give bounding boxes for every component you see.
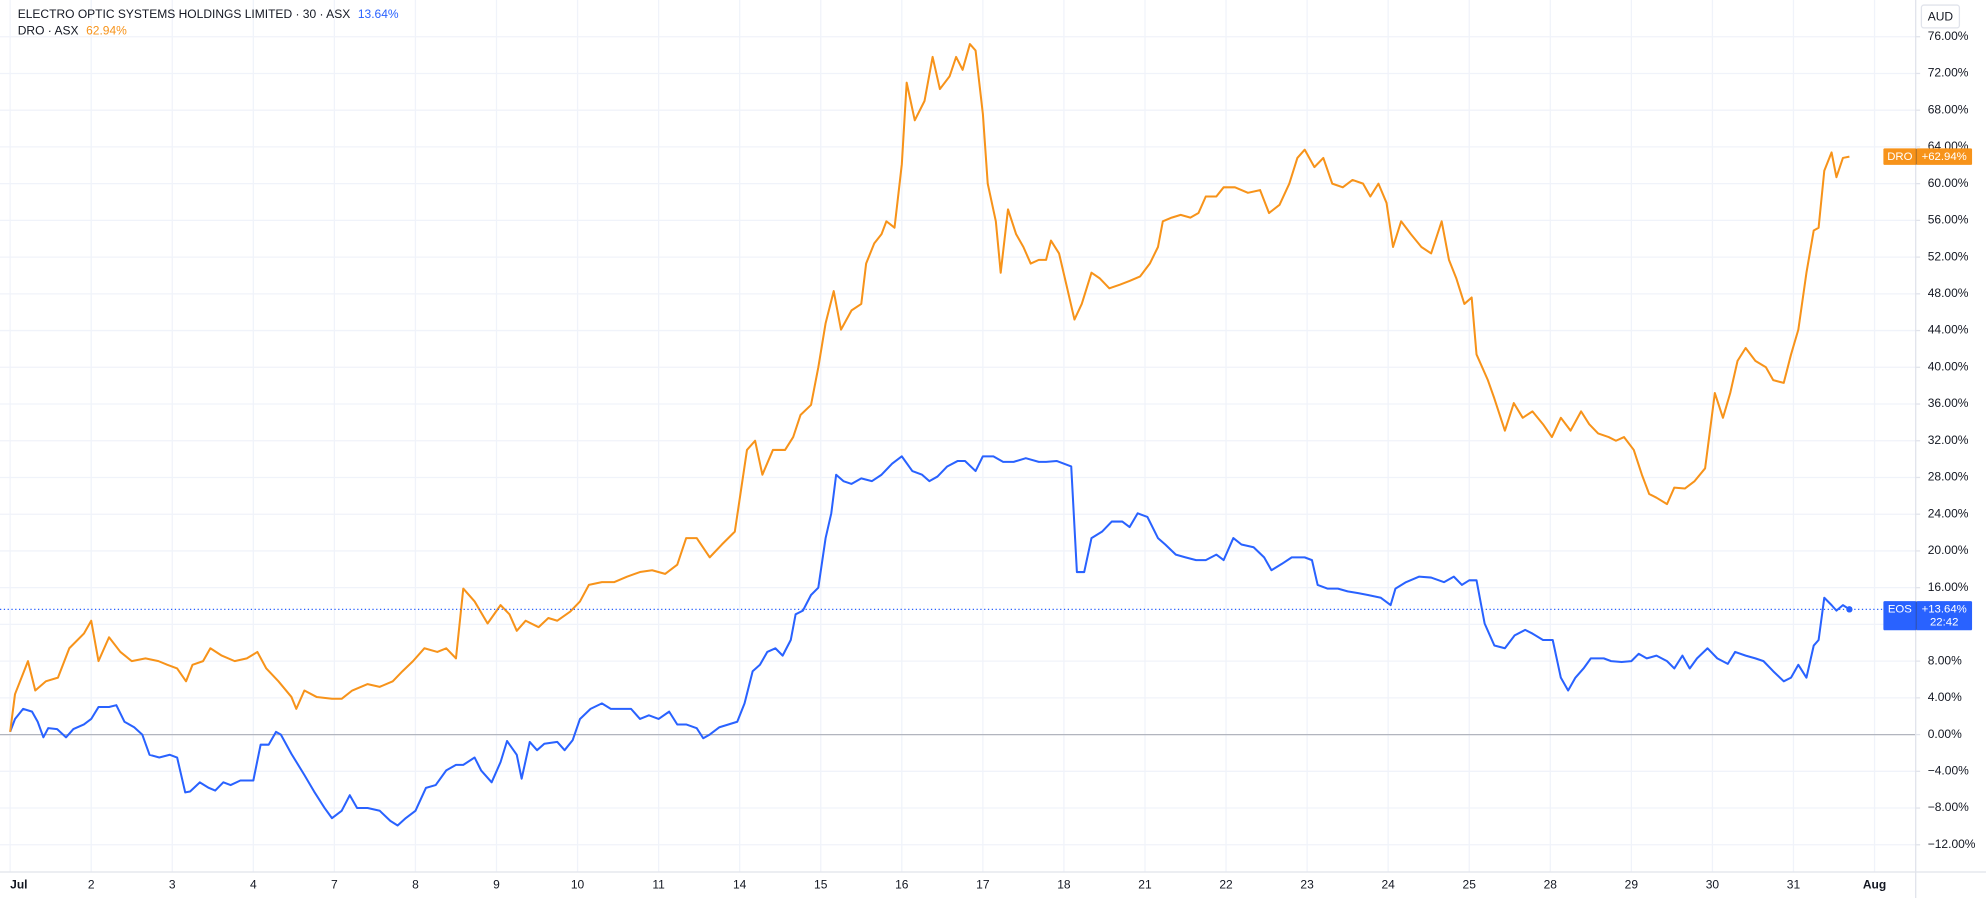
y-tick-label: 44.00% [1928,323,1969,337]
legend: ELECTRO OPTIC SYSTEMS HOLDINGS LIMITED ·… [18,7,399,37]
y-tick-label: 68.00% [1928,102,1969,116]
y-tick-label: 36.00% [1928,396,1969,410]
y-tick-label: 32.00% [1928,433,1969,447]
y-tick-label: 52.00% [1928,249,1969,263]
x-tick-label: 23 [1300,878,1314,892]
legend-label: ELECTRO OPTIC SYSTEMS HOLDINGS LIMITED ·… [18,7,351,21]
y-tick-label: 56.00% [1928,213,1969,227]
legend-value: 62.94% [86,24,127,38]
x-tick-label: Aug [1863,878,1886,892]
tag-countdown: 22:42 [1930,617,1958,629]
y-tick-label: 8.00% [1928,653,1962,667]
x-tick-label: 17 [976,878,990,892]
endpoint-dot [1846,606,1853,613]
tag-value: +13.64% [1922,604,1967,616]
x-tick-label: Jul [10,878,27,892]
x-tick-label: 14 [733,878,747,892]
tag-value-box [1916,601,1973,631]
legend-entry: DRO · ASX 62.94% [18,24,127,38]
tag-value: +62.94% [1922,151,1967,163]
x-tick-label: 9 [493,878,500,892]
axes: −12.00%−8.00%−4.00%0.00%4.00%8.00%12.00%… [10,29,1976,892]
y-tick-label: 0.00% [1928,727,1962,741]
x-tick-label: 30 [1706,878,1720,892]
x-tick-label: 24 [1381,878,1395,892]
currency-label: AUD [1928,9,1954,23]
y-tick-label: 28.00% [1928,470,1969,484]
x-tick-label: 29 [1625,878,1639,892]
x-tick-label: 21 [1138,878,1152,892]
tag-name-box [1883,601,1917,631]
tag-name-box [1883,148,1917,165]
y-tick-label: −12.00% [1928,837,1976,851]
y-tick-label: 48.00% [1928,286,1969,300]
x-tick-label: 10 [571,878,585,892]
x-tick-label: 4 [250,878,257,892]
x-tick-label: 25 [1463,878,1477,892]
series-line [9,455,1850,827]
x-tick-label: 11 [652,878,665,892]
y-tick-label: 60.00% [1928,176,1969,190]
y-tick-label: 72.00% [1928,66,1969,80]
y-tick-label: −8.00% [1928,800,1969,814]
x-tick-label: 7 [331,878,338,892]
y-tick-label: 20.00% [1928,543,1969,557]
legend-entry: ELECTRO OPTIC SYSTEMS HOLDINGS LIMITED ·… [18,7,399,21]
tag-name: DRO [1887,151,1912,163]
y-tick-label: 16.00% [1928,580,1969,594]
tag-value-box [1916,148,1973,165]
grid [0,0,1916,872]
x-tick-label: 18 [1057,878,1071,892]
x-tick-label: 3 [169,878,176,892]
x-tick-label: 8 [412,878,419,892]
tag-name: EOS [1888,604,1912,616]
x-tick-label: 15 [814,878,828,892]
y-tick-label: 76.00% [1928,29,1969,43]
currency-box[interactable] [1920,4,1961,29]
legend-label: DRO · ASX [18,24,79,38]
series-line [9,43,1850,732]
x-tick-label: 31 [1787,878,1801,892]
legend-value: 13.64% [358,7,399,21]
x-tick-label: 2 [88,878,95,892]
x-tick-label: 16 [895,878,909,892]
x-tick-label: 28 [1544,878,1558,892]
y-tick-label: 4.00% [1928,690,1962,704]
x-tick-label: 22 [1219,878,1233,892]
y-tick-label: −4.00% [1928,763,1969,777]
plot-area [0,43,1916,827]
y-tick-label: 40.00% [1928,359,1969,373]
y-tick-label: 24.00% [1928,506,1969,520]
